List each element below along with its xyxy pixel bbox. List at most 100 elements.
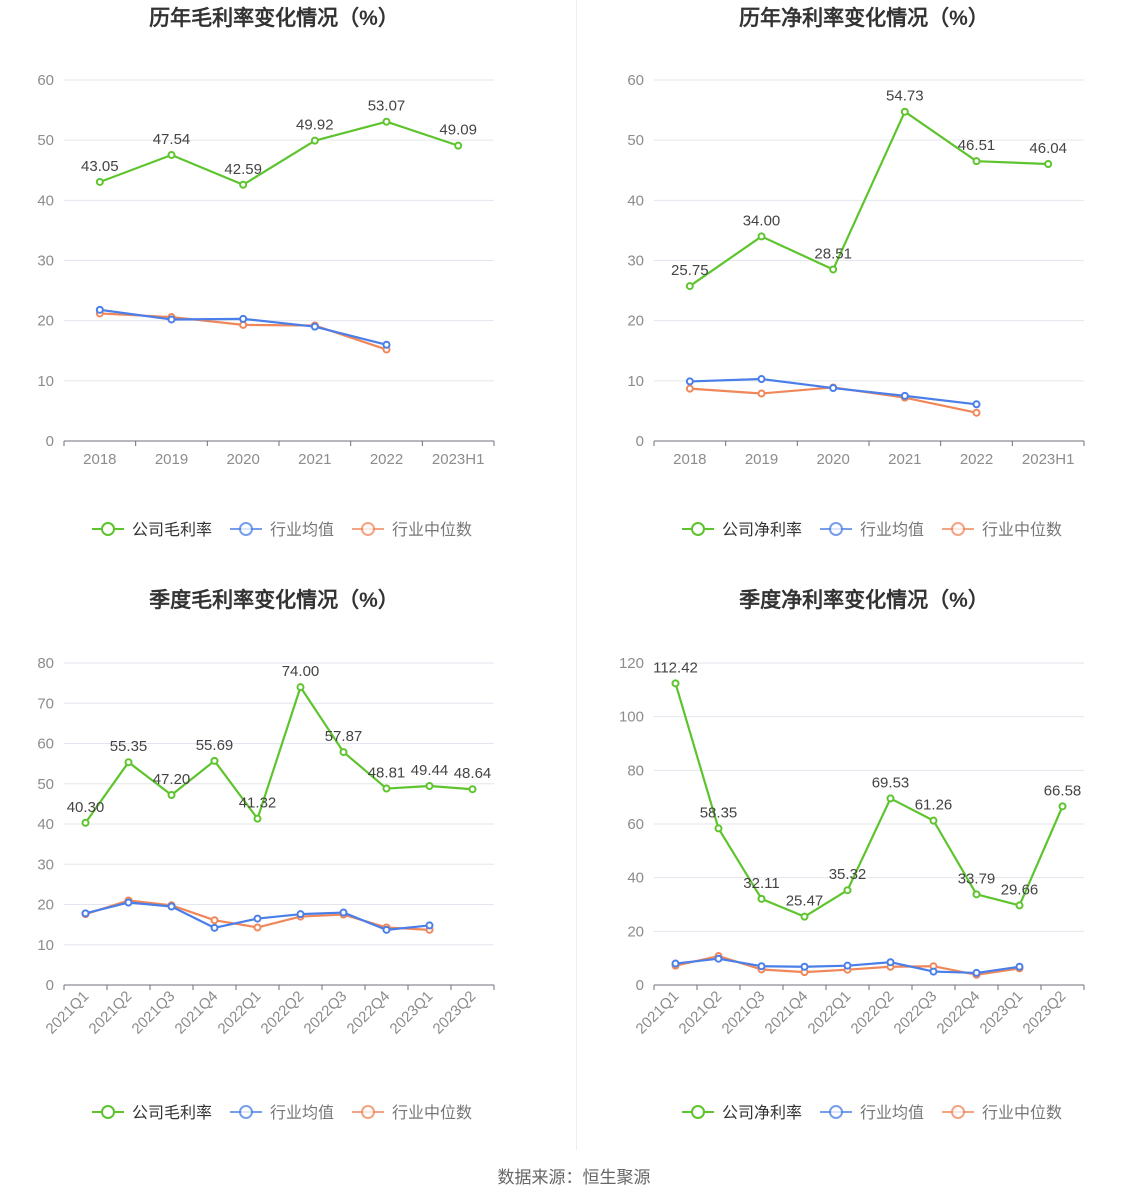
data-point [800,912,809,921]
chart-title: 历年毛利率变化情况（%） [149,6,399,30]
y-tick-label: 100 [619,709,644,726]
chart-title: 季度毛利率变化情况（%） [149,588,399,612]
data-point [310,136,319,145]
chart-svg: 季度净利率变化情况（%）0204060801001202021Q12021Q22… [619,588,1085,1122]
data-point [1044,159,1053,168]
data-label: 46.51 [958,137,996,154]
chart-svg: 历年净利率变化情况（%） 0 10 20 30 40 50 60 2018 2019 2020 202… [627,6,1085,539]
data-point [124,758,133,767]
legend-item: 公司净利率 [682,1104,802,1122]
data-point [210,923,219,932]
data-point [757,232,766,241]
y-tick-label: 0 [46,433,54,450]
data-point [800,962,809,971]
y-tick-label: 0 [636,977,644,994]
data-point [757,389,766,398]
legend-label: 行业均值 [860,521,924,539]
data-point [167,791,176,800]
y-tick-label: 70 [37,695,54,712]
x-tick-label: 2021Q4 [762,988,812,1038]
data-source-note: 数据来源：恒生聚源 [497,1168,651,1187]
data-point [972,968,981,977]
x-tick-label: 2022Q3 [891,988,941,1038]
circle-line-icon [101,522,115,536]
x-tick-label: 2022 [960,451,993,468]
data-label: 41.32 [239,795,277,812]
x-tick-label: 2021 [888,451,921,468]
data-label: 48.64 [454,765,492,782]
legend-label: 公司净利率 [722,521,802,539]
circle-line-icon [951,522,965,536]
y-tick-label: 80 [627,762,644,779]
y-tick-label: 30 [37,856,54,873]
data-point [1015,962,1024,971]
legend-label: 行业均值 [270,1104,334,1122]
data-label: 42.59 [224,161,262,178]
data-label: 74.00 [282,663,320,680]
y-tick-label: 80 [37,655,54,672]
y-tick-label: 20 [37,897,54,914]
data-point [757,894,766,903]
data-label: 40.30 [67,799,105,816]
series-line [84,686,473,824]
y-tick-label: 20 [627,923,644,940]
x-tick-label: 2023H1 [1022,451,1075,468]
x-tick-label: 2022Q2 [848,988,898,1038]
data-label: 46.04 [1029,140,1067,157]
data-label: 58.35 [700,804,738,821]
data-point [425,782,434,791]
x-tick-label: 2023Q2 [1020,988,1070,1038]
y-tick-label: 0 [46,977,54,994]
data-label: 66.58 [1044,782,1082,799]
circle-line-icon [829,1105,843,1119]
y-tick-label: 20 [37,313,54,330]
data-point [95,177,104,186]
data-point [929,816,938,825]
y-tick-label: 50 [37,132,54,149]
y-tick-label: 60 [627,72,644,89]
data-label: 53.07 [368,98,406,115]
series-line [674,683,1064,918]
legend-label: 行业中位数 [982,521,1062,539]
data-label: 35.32 [829,866,867,883]
data-label: 33.79 [958,870,996,887]
data-point [685,377,694,386]
circle-line-icon [829,522,843,536]
legend-item: 公司毛利率 [92,1104,212,1122]
data-point [310,322,319,331]
y-tick-label: 60 [37,736,54,753]
data-point [829,265,838,274]
x-tick-label: 2023Q1 [977,988,1027,1038]
data-label: 48.81 [368,765,406,782]
data-point [757,962,766,971]
x-tick-label: 2019 [155,451,188,468]
legend-label: 行业中位数 [392,521,472,539]
data-point [714,954,723,963]
circle-line-icon [361,1105,375,1119]
data-label: 32.11 [743,875,779,892]
data-point [972,408,981,417]
x-tick-label: 2021Q1 [43,988,93,1038]
data-label: 47.20 [153,771,191,788]
legend-item: 行业中位数 [942,521,1062,539]
legend-item: 行业中位数 [942,1104,1062,1122]
x-tick-label: 2023Q2 [430,988,480,1038]
y-tick-label: 30 [627,253,644,270]
data-point [253,914,262,923]
panel-divider [576,0,577,1150]
legend-label: 行业中位数 [982,1104,1062,1122]
x-tick-label: 2022Q3 [301,988,351,1038]
data-point [210,916,219,925]
annual-gross-margin-chart: 历年毛利率变化情况（%） 0 10 20 30 40 50 60 2018 2019 2020 202… [0,0,574,582]
data-point [886,958,895,967]
data-point [296,910,305,919]
y-tick-label: 20 [627,313,644,330]
x-tick-label: 2021Q4 [172,988,222,1038]
x-tick-label: 2020 [226,451,259,468]
legend-item: 行业均值 [230,1104,334,1122]
data-point [382,117,391,126]
x-tick-label: 2023H1 [432,451,485,468]
data-label: 49.92 [296,117,334,134]
data-point [210,756,219,765]
x-tick-label: 2021Q3 [719,988,769,1038]
